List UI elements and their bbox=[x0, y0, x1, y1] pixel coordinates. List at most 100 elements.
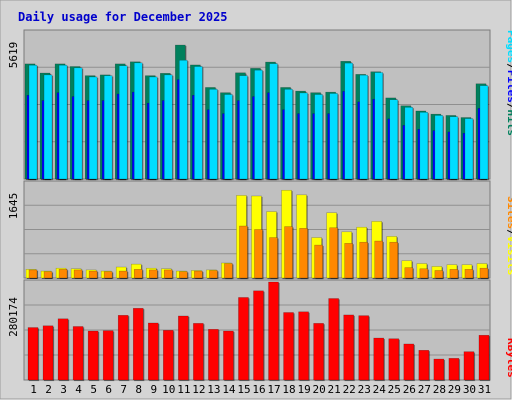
x-tick-label-day-10: 10 bbox=[162, 383, 175, 396]
x-tick-label-day-28: 28 bbox=[433, 383, 446, 396]
x-tick-label-day-18: 18 bbox=[282, 383, 295, 396]
bar-sites-day-18 bbox=[284, 226, 293, 279]
legend-item-top-2: Files bbox=[505, 70, 512, 103]
bar-kbytes-day-25 bbox=[388, 338, 400, 381]
bar-kbytes-day-3 bbox=[57, 318, 69, 381]
legend-item-top-3: / bbox=[505, 103, 512, 110]
legend-bottom: KBytes bbox=[505, 338, 512, 378]
bar-kbytes-day-10 bbox=[163, 330, 174, 381]
bar-pages-day-22 bbox=[344, 62, 353, 180]
bar-pages-day-18 bbox=[284, 89, 293, 180]
bar-pages-day-31 bbox=[479, 85, 489, 180]
bar-sites-day-24 bbox=[374, 240, 383, 279]
bar-sites-day-21 bbox=[329, 227, 338, 279]
bar-kbytes-day-4 bbox=[72, 326, 84, 381]
bar-kbytes-day-13 bbox=[208, 329, 219, 381]
bar-kbytes-day-29 bbox=[448, 358, 460, 381]
legend-top: Pages/Files/Hits bbox=[505, 30, 512, 136]
x-tick-label-day-20: 20 bbox=[313, 383, 326, 396]
bar-sites-day-15 bbox=[239, 225, 248, 279]
bar-pages-day-7 bbox=[118, 65, 128, 180]
x-tick-label-day-2: 2 bbox=[45, 383, 52, 396]
bar-sites-day-11 bbox=[179, 271, 188, 279]
bar-sites-day-26 bbox=[404, 267, 414, 279]
x-tick-label-day-16: 16 bbox=[252, 383, 265, 396]
x-tick-label-day-27: 27 bbox=[418, 383, 431, 396]
bar-sites-day-10 bbox=[164, 269, 173, 279]
bar-sites-day-6 bbox=[103, 271, 113, 279]
bar-sites-day-19 bbox=[299, 228, 308, 279]
bar-pages-day-9 bbox=[149, 76, 158, 180]
bar-kbytes-day-26 bbox=[403, 343, 415, 381]
bar-pages-day-11 bbox=[179, 59, 188, 180]
panel-middle: 1645 Sites/Visits bbox=[7, 180, 512, 279]
x-tick-label-day-6: 6 bbox=[105, 383, 112, 396]
bar-sites-day-22 bbox=[344, 243, 353, 279]
bar-pages-day-25 bbox=[389, 99, 399, 180]
bar-sites-day-7 bbox=[118, 270, 128, 279]
x-tick-label-day-17: 17 bbox=[267, 383, 280, 396]
bar-pages-day-20 bbox=[314, 94, 323, 180]
bar-kbytes-day-16 bbox=[253, 290, 264, 381]
x-tick-label-day-11: 11 bbox=[177, 383, 190, 396]
bar-pages-day-12 bbox=[194, 66, 203, 180]
x-axis-labels: 1 2 3 4 5 6 7 8 9 10 11 12 13 14 15 16 17 18 19 20 21 22 23 24 2… bbox=[30, 383, 491, 396]
bar-pages-day-4 bbox=[73, 67, 83, 180]
bar-kbytes-day-22 bbox=[343, 314, 354, 381]
bar-kbytes-day-20 bbox=[313, 323, 324, 381]
y-max-label-bottom: 280174 bbox=[7, 297, 20, 337]
bar-pages-day-21 bbox=[329, 93, 338, 180]
bar-kbytes-day-5 bbox=[87, 330, 99, 381]
x-tick-label-day-5: 5 bbox=[90, 383, 97, 396]
bar-sites-day-14 bbox=[224, 263, 233, 279]
bar-sites-day-20 bbox=[314, 244, 323, 279]
x-tick-label-day-13: 13 bbox=[207, 383, 220, 396]
bar-kbytes-day-28 bbox=[433, 358, 445, 381]
bar-kbytes-day-14 bbox=[223, 330, 234, 381]
x-tick-label-day-22: 22 bbox=[343, 383, 356, 396]
bar-kbytes-day-24 bbox=[373, 337, 384, 381]
chart-title: Daily usage for December 2025 bbox=[18, 10, 228, 24]
bar-sites-day-25 bbox=[389, 241, 399, 279]
x-tick-label-day-23: 23 bbox=[358, 383, 371, 396]
x-tick-label-day-14: 14 bbox=[222, 383, 236, 396]
bar-pages-day-14 bbox=[224, 94, 233, 180]
bar-sites-day-31 bbox=[479, 267, 489, 279]
bar-kbytes-day-31 bbox=[478, 334, 490, 381]
bar-pages-day-27 bbox=[419, 112, 429, 180]
x-tick-label-day-29: 29 bbox=[448, 383, 461, 396]
bar-pages-day-19 bbox=[299, 92, 308, 180]
bar-kbytes-day-9 bbox=[148, 322, 159, 381]
bar-kbytes-day-7 bbox=[117, 315, 129, 381]
bar-sites-day-23 bbox=[359, 241, 368, 279]
y-max-label-middle: 1645 bbox=[7, 193, 20, 220]
panel-bottom: 280174 KBytes bbox=[7, 279, 512, 381]
bar-pages-day-6 bbox=[103, 75, 113, 180]
bar-pages-day-30 bbox=[464, 118, 474, 180]
x-tick-label-day-8: 8 bbox=[135, 383, 142, 396]
bar-pages-day-29 bbox=[449, 116, 459, 180]
bar-pages-day-3 bbox=[58, 64, 68, 180]
legend-item-bottom-0: KBytes bbox=[505, 338, 512, 378]
bar-sites-day-5 bbox=[88, 270, 98, 279]
bar-sites-day-17 bbox=[269, 237, 278, 279]
bar-pages-day-26 bbox=[404, 107, 414, 180]
bar-sites-day-28 bbox=[434, 270, 444, 279]
bar-kbytes-day-6 bbox=[102, 330, 114, 381]
bar-kbytes-day-2 bbox=[42, 325, 54, 381]
bar-pages-day-23 bbox=[359, 74, 368, 180]
bar-kbytes-day-12 bbox=[193, 323, 204, 381]
x-tick-label-day-19: 19 bbox=[297, 383, 310, 396]
legend-item-middle-0: Sites bbox=[505, 196, 512, 229]
x-tick-label-day-1: 1 bbox=[30, 383, 37, 396]
bar-pages-day-15 bbox=[239, 75, 248, 180]
bar-sites-day-4 bbox=[73, 269, 83, 279]
bar-sites-day-3 bbox=[58, 269, 68, 279]
x-tick-label-day-3: 3 bbox=[60, 383, 67, 396]
bar-sites-day-12 bbox=[194, 270, 203, 279]
legend-item-top-1: / bbox=[505, 63, 512, 70]
bar-sites-day-2 bbox=[43, 271, 53, 279]
legend-middle: Sites/Visits bbox=[505, 196, 512, 276]
